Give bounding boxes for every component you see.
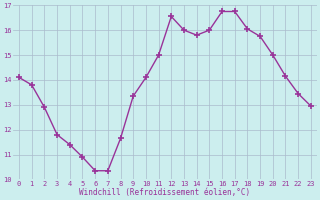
X-axis label: Windchill (Refroidissement éolien,°C): Windchill (Refroidissement éolien,°C) <box>79 188 251 197</box>
